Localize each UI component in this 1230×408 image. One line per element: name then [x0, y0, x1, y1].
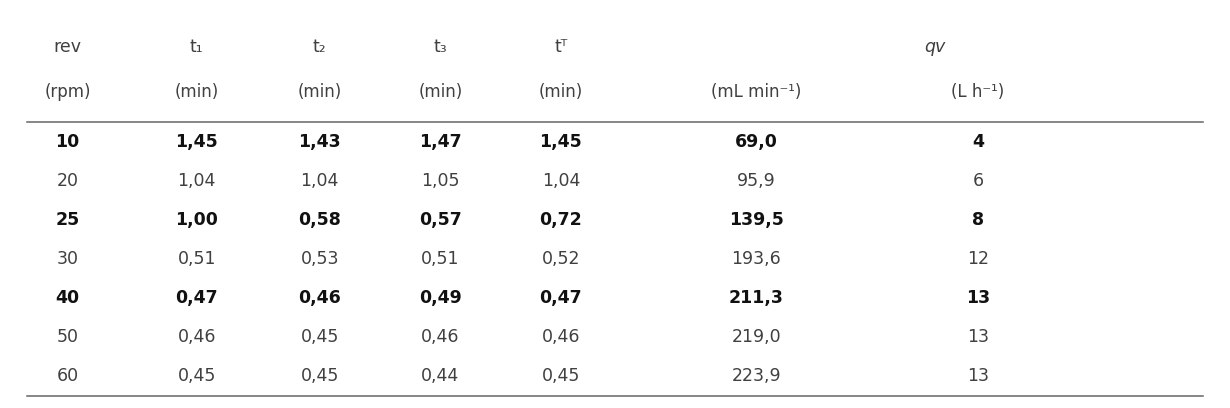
- Text: 1,04: 1,04: [541, 172, 581, 190]
- Text: 4: 4: [972, 133, 984, 151]
- Text: 0,46: 0,46: [541, 328, 581, 346]
- Text: 13: 13: [967, 367, 989, 385]
- Text: rev: rev: [54, 38, 81, 56]
- Text: 193,6: 193,6: [732, 250, 781, 268]
- Text: 0,45: 0,45: [300, 328, 339, 346]
- Text: 0,52: 0,52: [541, 250, 581, 268]
- Text: 1,00: 1,00: [176, 211, 218, 229]
- Text: 10: 10: [55, 133, 80, 151]
- Text: qv: qv: [924, 38, 946, 56]
- Text: 0,51: 0,51: [421, 250, 460, 268]
- Text: 1,04: 1,04: [300, 172, 339, 190]
- Text: t₂: t₂: [312, 38, 327, 56]
- Text: t₁: t₁: [189, 38, 204, 56]
- Text: 0,47: 0,47: [540, 289, 582, 307]
- Text: tᵀ: tᵀ: [555, 38, 567, 56]
- Text: 0,45: 0,45: [177, 367, 216, 385]
- Text: 0,45: 0,45: [300, 367, 339, 385]
- Text: t₃: t₃: [433, 38, 448, 56]
- Text: 0,46: 0,46: [421, 328, 460, 346]
- Text: 223,9: 223,9: [732, 367, 781, 385]
- Text: 25: 25: [55, 211, 80, 229]
- Text: 13: 13: [967, 328, 989, 346]
- Text: 0,46: 0,46: [299, 289, 341, 307]
- Text: (min): (min): [418, 83, 462, 101]
- Text: (rpm): (rpm): [44, 83, 91, 101]
- Text: 69,0: 69,0: [736, 133, 777, 151]
- Text: 1,04: 1,04: [177, 172, 216, 190]
- Text: 0,44: 0,44: [421, 367, 460, 385]
- Text: 60: 60: [57, 367, 79, 385]
- Text: 30: 30: [57, 250, 79, 268]
- Text: 20: 20: [57, 172, 79, 190]
- Text: 0,47: 0,47: [176, 289, 218, 307]
- Text: 0,51: 0,51: [177, 250, 216, 268]
- Text: 95,9: 95,9: [737, 172, 776, 190]
- Text: 1,45: 1,45: [540, 133, 582, 151]
- Text: 0,46: 0,46: [177, 328, 216, 346]
- Text: (min): (min): [175, 83, 219, 101]
- Text: 1,45: 1,45: [176, 133, 218, 151]
- Text: 0,72: 0,72: [540, 211, 582, 229]
- Text: 40: 40: [55, 289, 80, 307]
- Text: (min): (min): [298, 83, 342, 101]
- Text: 8: 8: [972, 211, 984, 229]
- Text: (L h⁻¹): (L h⁻¹): [951, 83, 1005, 101]
- Text: 139,5: 139,5: [729, 211, 784, 229]
- Text: 50: 50: [57, 328, 79, 346]
- Text: 0,57: 0,57: [419, 211, 461, 229]
- Text: 0,53: 0,53: [300, 250, 339, 268]
- Text: 13: 13: [966, 289, 990, 307]
- Text: 1,43: 1,43: [299, 133, 341, 151]
- Text: 219,0: 219,0: [732, 328, 781, 346]
- Text: 1,05: 1,05: [421, 172, 460, 190]
- Text: 1,47: 1,47: [419, 133, 461, 151]
- Text: 0,49: 0,49: [419, 289, 461, 307]
- Text: 211,3: 211,3: [729, 289, 784, 307]
- Text: (min): (min): [539, 83, 583, 101]
- Text: 12: 12: [967, 250, 989, 268]
- Text: 0,45: 0,45: [541, 367, 581, 385]
- Text: 6: 6: [972, 172, 984, 190]
- Text: 0,58: 0,58: [299, 211, 341, 229]
- Text: (mL min⁻¹): (mL min⁻¹): [711, 83, 802, 101]
